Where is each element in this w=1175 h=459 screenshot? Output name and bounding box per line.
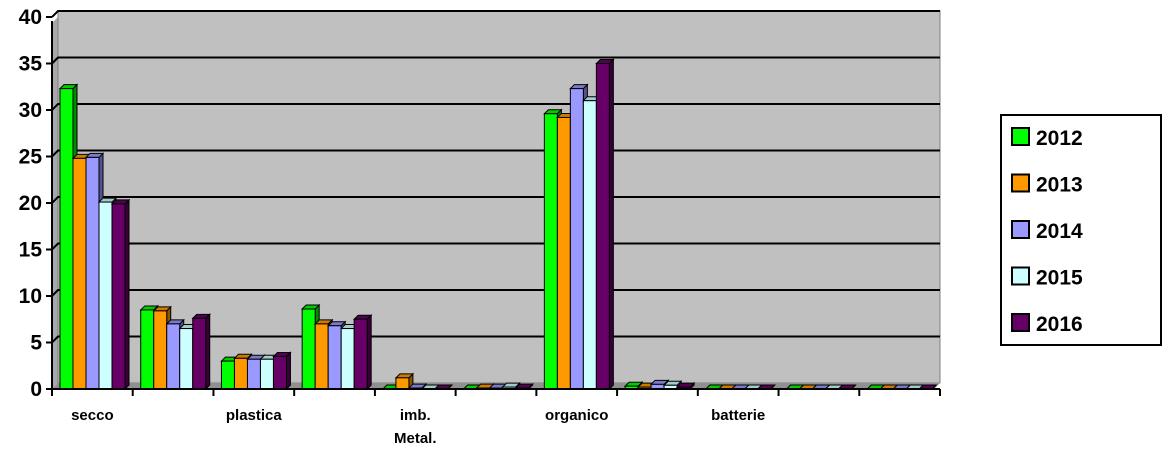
bar-front xyxy=(111,203,126,390)
bar-front xyxy=(98,201,113,390)
bar-front xyxy=(85,156,100,390)
bar-side xyxy=(608,58,614,391)
bar-2016 xyxy=(352,314,373,391)
y-tick-label: 40 xyxy=(19,6,42,29)
bar-front xyxy=(220,360,235,390)
legend-label: 2012 xyxy=(1036,127,1083,150)
bar-2016 xyxy=(595,58,615,391)
bar-front xyxy=(543,113,558,390)
y-tick-label: 20 xyxy=(19,192,42,215)
x-category-label: plastica xyxy=(226,407,283,424)
bar-front xyxy=(582,100,597,390)
bar-front xyxy=(353,318,368,390)
bar-2016 xyxy=(191,313,211,391)
bar-front xyxy=(272,355,287,390)
bar-front xyxy=(556,116,571,390)
gridline xyxy=(51,149,940,158)
plot-side-wall xyxy=(52,17,58,389)
gridline xyxy=(51,335,940,344)
bar-side xyxy=(366,314,372,391)
legend-label: 2015 xyxy=(1036,267,1083,290)
legend: 2012 2013 2014 2015 2016 xyxy=(1000,114,1162,346)
bar-front xyxy=(72,157,87,390)
bar-front xyxy=(340,328,355,390)
bar-front xyxy=(259,358,274,390)
y-tick-label: 15 xyxy=(19,239,43,262)
legend-label: 2013 xyxy=(1036,174,1083,197)
x-category-label: imb. Metal. xyxy=(394,407,437,447)
bar-front xyxy=(246,358,261,390)
bar-side xyxy=(285,351,291,391)
legend-swatch xyxy=(1011,313,1030,332)
bar-front xyxy=(166,323,181,390)
bar-front xyxy=(153,310,168,390)
bar-front xyxy=(395,377,410,390)
gridline xyxy=(51,10,940,18)
gridline xyxy=(51,242,940,251)
bar-side xyxy=(124,198,130,391)
legend-swatch xyxy=(1011,220,1030,239)
bar-front xyxy=(327,325,342,390)
y-tick-label: 35 xyxy=(19,53,43,76)
bar-front xyxy=(314,323,329,390)
y-tick-label: 0 xyxy=(30,378,42,401)
bars-group xyxy=(58,58,938,391)
bar-front xyxy=(192,317,207,390)
gridline xyxy=(51,196,940,204)
bar-front xyxy=(569,88,584,390)
y-tick-label: 10 xyxy=(19,285,42,308)
gridline xyxy=(51,103,940,111)
bar-2016 xyxy=(272,351,292,391)
bar-front xyxy=(233,357,248,390)
axes-group: 0 5 10 15 20 25 30 35 40 secco plastica imb. Metal. o… xyxy=(19,6,941,447)
bar-side xyxy=(205,313,211,391)
x-category-label: organico xyxy=(545,407,608,424)
legend-swatch xyxy=(1011,266,1030,286)
legend-label: 2016 xyxy=(1036,313,1083,336)
gridline xyxy=(51,56,940,65)
legend-swatch xyxy=(1011,173,1030,193)
legend-label: 2014 xyxy=(1036,220,1083,243)
y-tick-label: 5 xyxy=(30,332,42,355)
x-category-label: secco xyxy=(71,407,114,424)
bar-front xyxy=(140,309,155,390)
bar-front xyxy=(595,63,610,390)
gridline xyxy=(51,289,940,297)
legend-swatch xyxy=(1011,127,1030,146)
x-category-label: batterie xyxy=(711,407,765,424)
bar-front xyxy=(59,88,74,390)
y-tick-label: 30 xyxy=(19,99,42,122)
bar-2016 xyxy=(110,198,131,391)
y-tick-label: 25 xyxy=(19,146,43,169)
bar-front xyxy=(179,328,194,390)
bar-front xyxy=(301,308,316,390)
